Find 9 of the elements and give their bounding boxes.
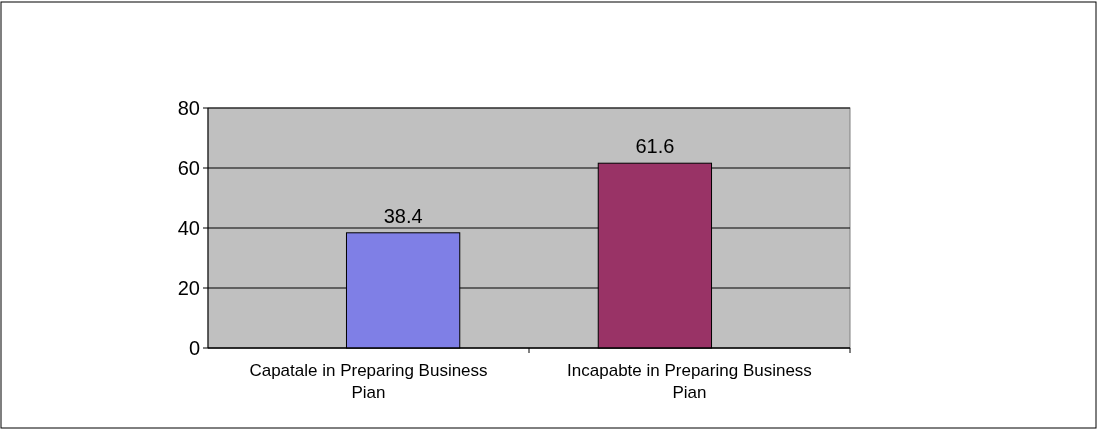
y-tick-label: 40 — [177, 217, 200, 239]
y-tick-label: 0 — [188, 337, 200, 359]
y-tick-label: 80 — [177, 97, 200, 119]
y-tick-label: 20 — [177, 277, 200, 299]
y-tick-label: 60 — [177, 157, 200, 179]
data-label: 61.6 — [635, 135, 675, 158]
x-tick-label: Incapabte in Preparing Business Pian — [567, 361, 812, 402]
data-label: 38.4 — [383, 204, 423, 227]
x-tick-label: Capatale in Preparing Business Pian — [249, 361, 488, 402]
